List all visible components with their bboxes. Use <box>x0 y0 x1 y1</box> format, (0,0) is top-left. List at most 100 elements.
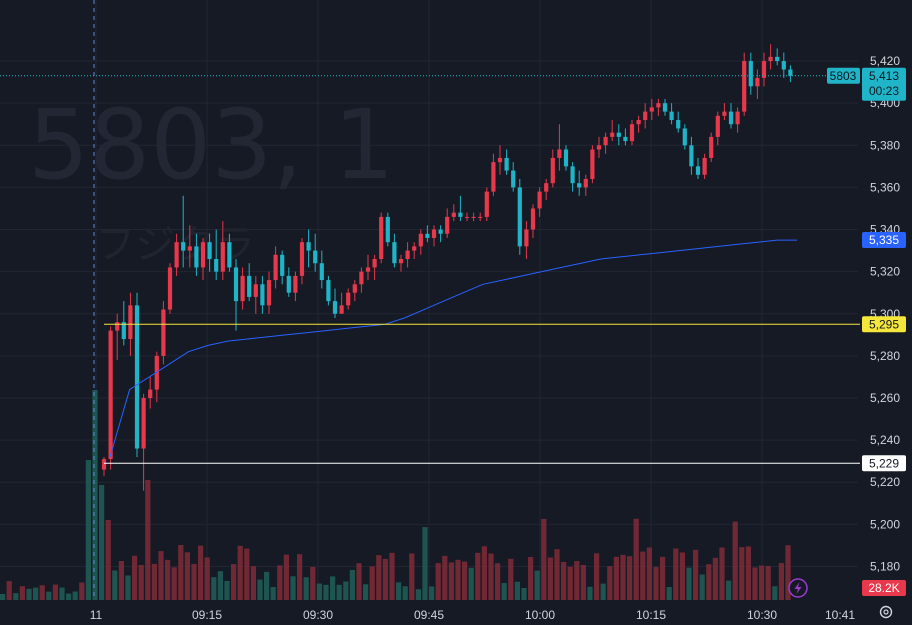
volume-bar <box>303 577 309 600</box>
candle-body <box>167 267 173 310</box>
candle-body <box>715 115 720 137</box>
candle-body <box>544 183 549 192</box>
volume-bar <box>580 564 586 600</box>
volume-bar <box>508 558 514 600</box>
price-tick-label: 5,420 <box>870 54 900 68</box>
volume-bar <box>145 480 151 600</box>
volume-bar <box>745 546 751 600</box>
candle-body <box>339 305 344 314</box>
candle-body <box>260 284 265 306</box>
volume-bar <box>0 594 6 600</box>
candle-body <box>458 212 463 217</box>
candle-body <box>326 280 331 302</box>
candle-body <box>233 267 239 302</box>
gear-icon[interactable] <box>879 605 893 619</box>
candle-body <box>141 398 146 449</box>
candle-body <box>623 136 628 142</box>
volume-bar <box>422 527 428 600</box>
volume-bar <box>6 581 12 600</box>
volume-bar <box>244 548 250 600</box>
time-tick-label: 10:00 <box>525 608 555 622</box>
candle-body <box>392 242 397 264</box>
lightning-icon[interactable] <box>788 578 808 598</box>
price-tick-label: 5,180 <box>870 559 900 573</box>
price-tick-label: 5,280 <box>870 349 900 363</box>
vwap-badge <box>862 232 906 249</box>
candle-body <box>702 157 707 175</box>
volume-bar <box>455 559 461 600</box>
candle-body <box>550 157 555 184</box>
volume-bar <box>442 555 448 600</box>
candle-body <box>788 69 793 76</box>
candlesticks <box>101 44 793 491</box>
candle-body <box>491 162 496 192</box>
candle-body <box>207 242 212 260</box>
volume-bar <box>316 583 322 600</box>
volume-bar <box>323 584 329 600</box>
volume-bar <box>488 553 494 600</box>
candle-body <box>128 305 133 340</box>
candle-body <box>148 389 153 398</box>
candle-body <box>194 246 199 268</box>
candle-body <box>563 149 569 167</box>
volume-bar <box>184 552 190 600</box>
candle-body <box>266 280 272 306</box>
candle-body <box>280 254 285 276</box>
volume-bar <box>19 586 25 600</box>
price-levels[interactable] <box>104 323 860 464</box>
candle-body <box>755 77 760 87</box>
last-price-badge <box>862 67 906 101</box>
volume-bar <box>633 518 639 600</box>
candle-body <box>478 216 483 218</box>
candle-body <box>200 242 206 268</box>
candle-body <box>108 330 113 460</box>
volume-bar <box>224 580 230 600</box>
candle-body <box>346 292 351 306</box>
candle-body <box>227 242 232 268</box>
volume-bar <box>772 586 778 600</box>
volume-bar <box>158 551 164 600</box>
candle-body <box>181 242 186 251</box>
volume-bar <box>198 545 204 600</box>
price-tick-label: 5,380 <box>870 138 900 152</box>
volume-bar <box>132 555 138 600</box>
volume-bar <box>415 589 421 600</box>
volume-bar <box>178 545 184 600</box>
price-tick-label: 5,220 <box>870 475 900 489</box>
volume-bar <box>264 571 270 600</box>
candle-body <box>174 242 179 268</box>
candle-body <box>154 355 159 390</box>
candle-body <box>306 242 311 251</box>
time-axis[interactable]: 11 09:15 09:30 09:45 10:00 10:15 10:30 10:41 <box>90 608 856 622</box>
candle-body <box>187 246 192 251</box>
volume-bar <box>613 556 619 600</box>
volume-bar <box>462 561 468 600</box>
volume-bar <box>99 485 105 600</box>
candle-body <box>537 191 542 209</box>
volume-bar <box>594 553 600 600</box>
volume-bar <box>699 574 705 600</box>
candle-body <box>101 459 107 470</box>
candle-body <box>464 216 470 218</box>
volume-bar <box>587 586 593 600</box>
candle-body <box>445 216 450 234</box>
candle-body <box>286 275 291 293</box>
volume-bar <box>402 586 408 600</box>
volume-bar <box>739 547 745 600</box>
volume-bar <box>191 563 197 600</box>
candle-body <box>662 103 668 112</box>
volume-bar <box>138 564 144 600</box>
volume-bar <box>759 565 765 600</box>
candle-body <box>761 61 767 78</box>
volume-bar <box>567 566 573 600</box>
candle-body <box>161 309 166 356</box>
candle-body <box>504 157 509 171</box>
volume-badge-text: 28.2K <box>868 581 899 595</box>
candle-body <box>240 275 245 302</box>
volume-bar <box>528 556 534 600</box>
time-tick-label: 10:41 <box>825 608 855 622</box>
volume-bar <box>204 557 210 600</box>
volume-bar <box>541 518 547 600</box>
